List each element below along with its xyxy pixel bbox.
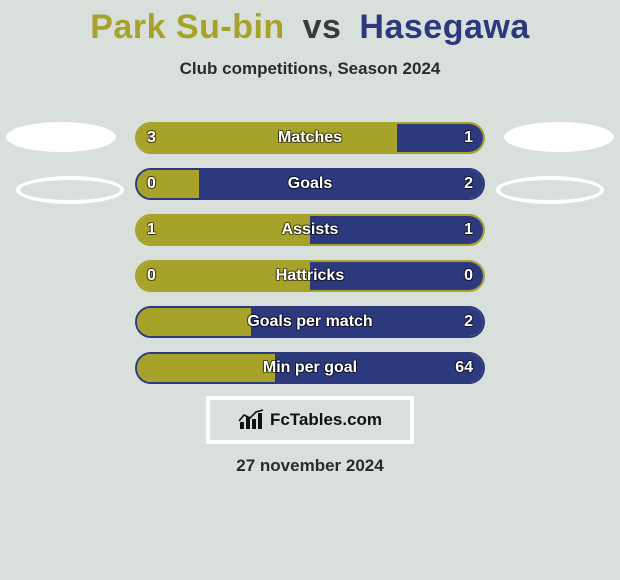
stat-row: 64Min per goal xyxy=(135,352,485,384)
stat-label: Goals xyxy=(137,170,483,198)
comparison-title: Park Su-bin vs Hasegawa xyxy=(0,0,620,47)
stat-row: 11Assists xyxy=(135,214,485,246)
stat-row: 31Matches xyxy=(135,122,485,154)
stat-row: 02Goals xyxy=(135,168,485,200)
date-text: 27 november 2024 xyxy=(0,456,620,476)
player2-avatar-ring xyxy=(496,176,604,204)
stat-label: Goals per match xyxy=(137,308,483,336)
subtitle: Club competitions, Season 2024 xyxy=(0,59,620,79)
player1-name: Park Su-bin xyxy=(90,8,284,46)
stat-label: Assists xyxy=(137,216,483,244)
stat-chart: 31Matches 02Goals 11Assists 00Hattricks 2Goa… xyxy=(135,122,485,398)
player1-avatar-ring xyxy=(16,176,124,204)
vs-text: vs xyxy=(295,8,350,46)
stat-label: Min per goal xyxy=(137,354,483,382)
player2-name: Hasegawa xyxy=(359,8,529,46)
brand-chart-icon xyxy=(238,409,264,431)
brand-text: FcTables.com xyxy=(270,410,382,430)
player1-avatar xyxy=(6,122,116,152)
stat-label: Hattricks xyxy=(137,262,483,290)
stat-row: 2Goals per match xyxy=(135,306,485,338)
stat-label: Matches xyxy=(137,124,483,152)
brand-box: FcTables.com xyxy=(206,396,414,444)
stat-row: 00Hattricks xyxy=(135,260,485,292)
player2-avatar xyxy=(504,122,614,152)
